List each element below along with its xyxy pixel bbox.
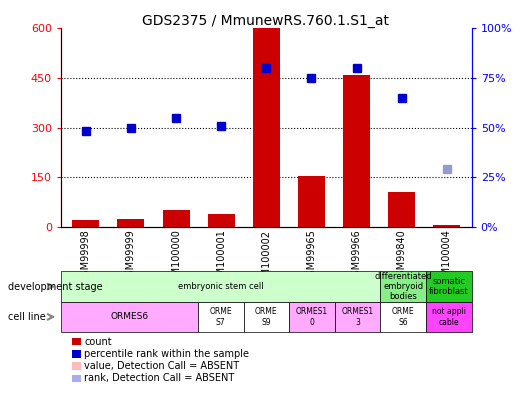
Bar <box>117 219 145 227</box>
Text: development stage: development stage <box>8 281 103 292</box>
Bar <box>208 213 235 227</box>
Text: somatic
fibroblast: somatic fibroblast <box>429 277 469 296</box>
Text: differentiated
embryoid
bodies: differentiated embryoid bodies <box>374 272 432 301</box>
Bar <box>434 225 461 227</box>
Text: ORME
S7: ORME S7 <box>209 307 232 326</box>
Bar <box>298 175 325 227</box>
Text: ORMES1
0: ORMES1 0 <box>296 307 328 326</box>
Text: not appli
cable: not appli cable <box>432 307 466 326</box>
Text: rank, Detection Call = ABSENT: rank, Detection Call = ABSENT <box>84 373 234 383</box>
Bar <box>163 210 190 227</box>
Text: count: count <box>84 337 112 347</box>
Text: value, Detection Call = ABSENT: value, Detection Call = ABSENT <box>84 361 240 371</box>
Bar <box>343 75 370 227</box>
Text: percentile rank within the sample: percentile rank within the sample <box>84 349 249 359</box>
Bar <box>72 220 99 227</box>
Bar <box>253 28 280 227</box>
Text: cell line: cell line <box>8 312 46 322</box>
Text: ORMES6: ORMES6 <box>110 312 148 322</box>
Text: ORME
S6: ORME S6 <box>392 307 414 326</box>
Bar <box>388 192 416 227</box>
Text: ORMES1
3: ORMES1 3 <box>341 307 374 326</box>
Text: GDS2375 / MmunewRS.760.1.S1_at: GDS2375 / MmunewRS.760.1.S1_at <box>142 14 388 28</box>
Text: ORME
S9: ORME S9 <box>255 307 278 326</box>
Text: embryonic stem cell: embryonic stem cell <box>178 282 263 291</box>
